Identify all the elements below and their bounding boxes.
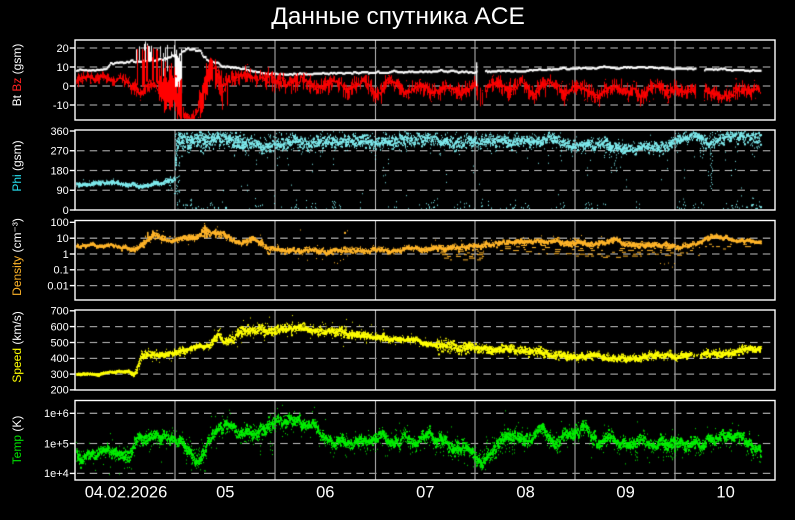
- svg-text:270: 270: [50, 146, 68, 158]
- svg-text:360: 360: [50, 126, 68, 138]
- svg-text:08: 08: [516, 484, 534, 502]
- svg-text:10: 10: [57, 62, 69, 74]
- svg-text:100: 100: [50, 217, 68, 229]
- svg-text:0.01: 0.01: [47, 280, 68, 292]
- svg-text:0: 0: [63, 205, 69, 217]
- svg-text:600: 600: [50, 321, 68, 333]
- svg-text:700: 700: [50, 306, 68, 318]
- svg-text:Bt Bz (gsm): Bt Bz (gsm): [10, 44, 24, 107]
- svg-text:1e+6: 1e+6: [44, 408, 69, 420]
- svg-text:200: 200: [50, 385, 68, 397]
- svg-text:10: 10: [716, 484, 734, 502]
- svg-text:05: 05: [216, 484, 234, 502]
- svg-text:20: 20: [57, 43, 69, 55]
- svg-text:Данные спутника ACE: Данные спутника ACE: [271, 3, 525, 30]
- svg-text:Speed (km/s): Speed (km/s): [10, 311, 24, 382]
- svg-text:07: 07: [416, 484, 434, 502]
- svg-text:06: 06: [316, 484, 334, 502]
- svg-text:1e+5: 1e+5: [44, 438, 69, 450]
- svg-text:400: 400: [50, 353, 68, 365]
- svg-text:10: 10: [57, 233, 69, 245]
- svg-text:1e+4: 1e+4: [44, 468, 69, 480]
- svg-text:Density (cm⁻³): Density (cm⁻³): [10, 218, 24, 296]
- svg-text:04.02.2026: 04.02.2026: [85, 484, 168, 502]
- svg-text:Temp (K): Temp (K): [10, 416, 24, 465]
- svg-text:90: 90: [57, 185, 69, 197]
- svg-text:300: 300: [50, 369, 68, 381]
- svg-text:-10: -10: [53, 100, 69, 112]
- svg-text:09: 09: [616, 484, 634, 502]
- svg-text:0: 0: [63, 81, 69, 93]
- svg-text:180: 180: [50, 165, 68, 177]
- svg-text:1: 1: [63, 249, 69, 261]
- svg-text:500: 500: [50, 337, 68, 349]
- svg-text:0.1: 0.1: [54, 265, 69, 277]
- svg-text:Phi (gsm): Phi (gsm): [10, 140, 24, 191]
